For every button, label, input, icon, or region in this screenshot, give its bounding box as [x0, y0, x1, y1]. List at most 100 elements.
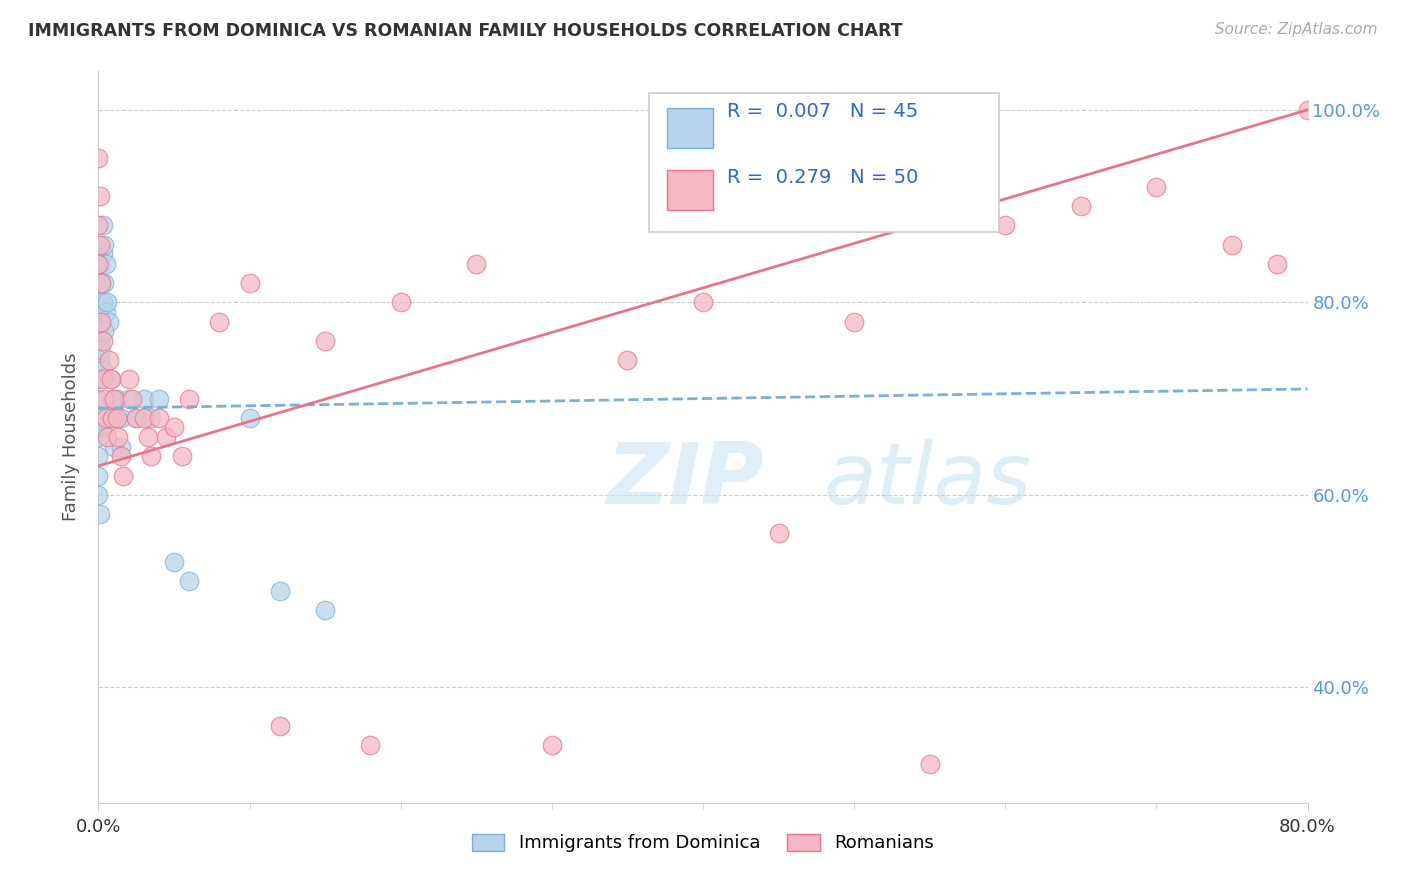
Point [118, 392, 141, 406]
Point [111, 468, 134, 483]
Point [93, 392, 115, 406]
Point [90, 276, 112, 290]
Point [103, 440, 125, 454]
Point [93, 237, 115, 252]
FancyBboxPatch shape [666, 170, 713, 211]
Point [87, 372, 110, 386]
Point [208, 315, 231, 329]
Point [87, 488, 110, 502]
Point [132, 392, 155, 406]
Point [101, 410, 124, 425]
Point [1144, 179, 1167, 194]
Point [132, 410, 155, 425]
Point [87, 430, 110, 444]
Point [389, 295, 412, 310]
Point [107, 430, 129, 444]
Point [90, 315, 112, 329]
Point [540, 738, 562, 752]
Point [360, 738, 382, 752]
Point [616, 353, 638, 368]
Point [96, 430, 118, 444]
Point [98, 353, 121, 368]
Point [87, 468, 110, 483]
Point [994, 219, 1017, 233]
Point [98, 315, 121, 329]
Point [148, 410, 170, 425]
Point [91, 219, 114, 233]
Point [844, 315, 866, 329]
Point [91, 295, 114, 310]
Text: R =  0.007   N = 45: R = 0.007 N = 45 [727, 102, 918, 121]
Text: IMMIGRANTS FROM DOMINICA VS ROMANIAN FAMILY HOUSEHOLDS CORRELATION CHART: IMMIGRANTS FROM DOMINICA VS ROMANIAN FAM… [28, 22, 903, 40]
Point [1070, 199, 1092, 213]
Point [141, 450, 163, 464]
Y-axis label: Family Households: Family Households [62, 353, 80, 521]
FancyBboxPatch shape [666, 108, 713, 148]
Point [110, 440, 132, 454]
Point [125, 410, 148, 425]
Point [141, 410, 163, 425]
Point [170, 450, 193, 464]
Point [90, 276, 112, 290]
Point [89, 507, 111, 521]
Point [87, 450, 110, 464]
Point [89, 295, 111, 310]
Point [89, 315, 111, 329]
Point [110, 450, 132, 464]
Point [93, 324, 115, 338]
Point [269, 584, 291, 599]
Text: ZIP: ZIP [606, 440, 763, 523]
Point [91, 334, 114, 348]
Point [90, 343, 112, 358]
Point [89, 353, 111, 368]
Point [118, 372, 141, 386]
Text: Source: ZipAtlas.com: Source: ZipAtlas.com [1215, 22, 1378, 37]
Point [269, 719, 291, 733]
Point [125, 410, 148, 425]
Point [239, 410, 262, 425]
Point [314, 334, 336, 348]
Point [1220, 237, 1243, 252]
Point [103, 392, 125, 406]
Point [89, 237, 111, 252]
Point [136, 430, 159, 444]
Point [918, 757, 941, 772]
Point [1267, 257, 1289, 271]
Point [103, 410, 125, 425]
Point [87, 257, 110, 271]
Point [163, 555, 186, 569]
Point [87, 410, 110, 425]
FancyBboxPatch shape [648, 94, 1000, 232]
Point [105, 410, 128, 425]
Point [91, 247, 114, 261]
Point [179, 574, 201, 589]
Point [94, 257, 117, 271]
Text: atlas: atlas [824, 440, 1032, 523]
Point [96, 295, 118, 310]
Point [239, 276, 262, 290]
Point [91, 362, 114, 376]
Point [87, 392, 110, 406]
Point [90, 315, 112, 329]
Point [1296, 103, 1319, 117]
Point [89, 334, 111, 348]
Point [93, 276, 115, 290]
Point [94, 305, 117, 319]
Point [100, 372, 122, 386]
Point [768, 526, 790, 541]
Point [105, 392, 128, 406]
Point [155, 430, 177, 444]
Point [89, 189, 111, 203]
Text: R =  0.279   N = 50: R = 0.279 N = 50 [727, 168, 918, 187]
Point [94, 410, 117, 425]
Point [87, 151, 110, 165]
Point [110, 410, 132, 425]
Point [89, 257, 111, 271]
Point [314, 603, 336, 617]
Point [101, 392, 124, 406]
Point [692, 295, 714, 310]
Point [179, 392, 201, 406]
Point [465, 257, 488, 271]
Point [148, 392, 170, 406]
Legend: Immigrants from Dominica, Romanians: Immigrants from Dominica, Romanians [464, 826, 942, 860]
